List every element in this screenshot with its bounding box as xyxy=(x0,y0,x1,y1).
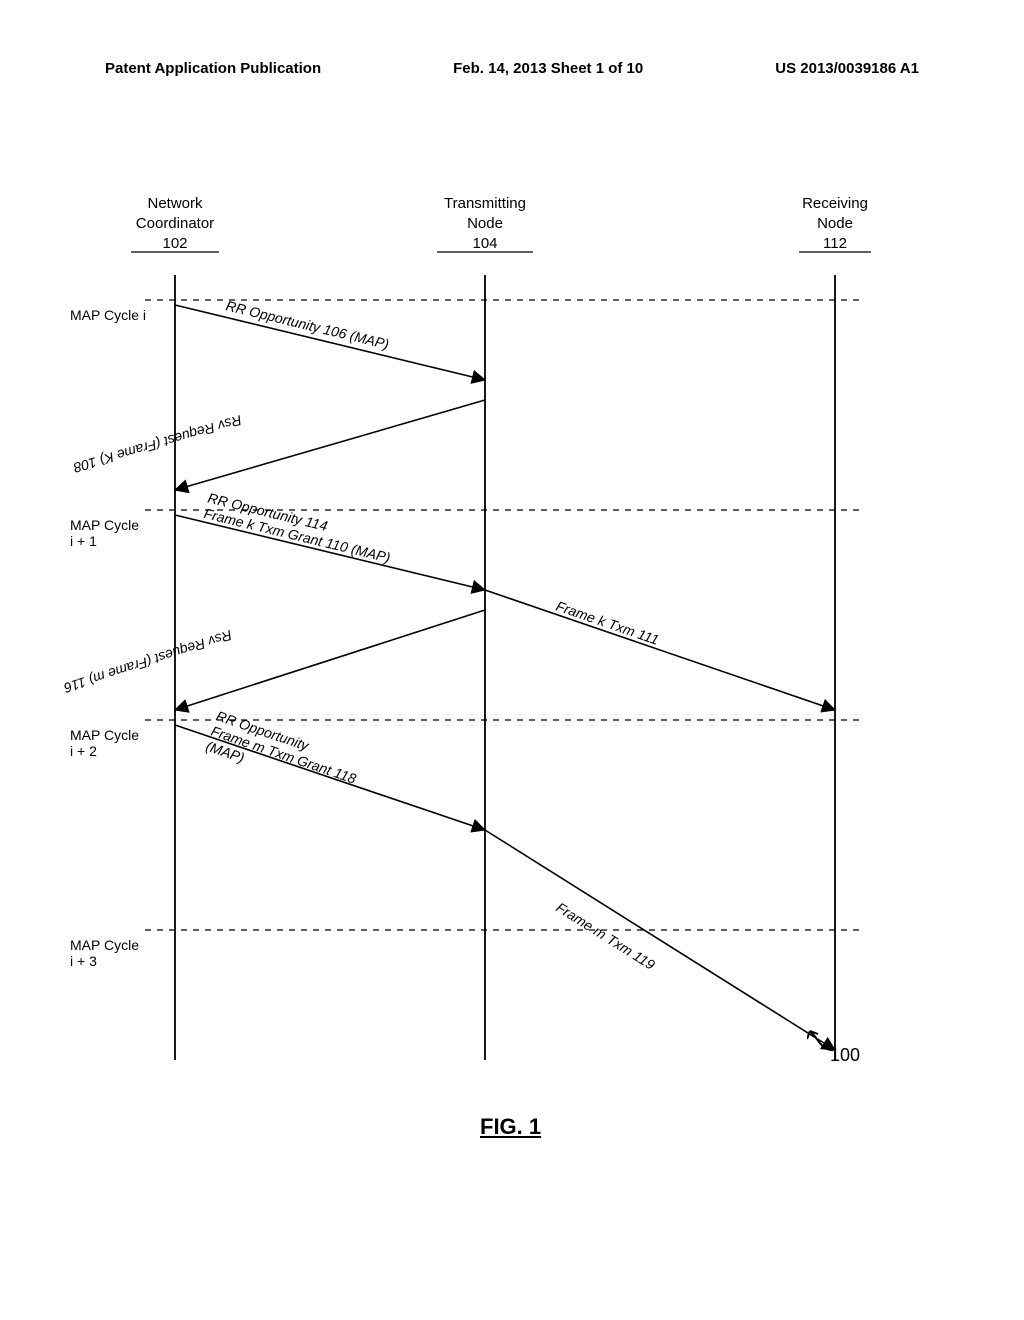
svg-text:Network: Network xyxy=(147,195,203,212)
svg-text:Rsv Request (Frame K) 108: Rsv Request (Frame K) 108 xyxy=(72,412,244,476)
message-arrow xyxy=(175,305,485,380)
header-right: US 2013/0039186 A1 xyxy=(775,60,919,77)
cycle-label: i + 3 xyxy=(70,953,97,969)
cycle-label: i + 2 xyxy=(70,743,97,759)
cycle-label: MAP Cycle xyxy=(70,517,139,533)
message-label: RR Opportunity 106 (MAP) xyxy=(224,297,390,352)
message-label: Frame m Txm 119 xyxy=(553,899,658,973)
svg-text:Rsv Request (Frame m) 116: Rsv Request (Frame m) 116 xyxy=(62,627,234,696)
svg-text:104: 104 xyxy=(472,235,497,252)
actor-nc: Network Coordinator 102 xyxy=(131,195,219,252)
sequence-diagram: Network Coordinator 102 Transmitting Node 104… xyxy=(135,190,865,1110)
svg-text:RR Opportunity 106 (MAP): RR Opportunity 106 (MAP) xyxy=(224,297,390,352)
cycle-label: MAP Cycle xyxy=(70,727,139,743)
figure-label: FIG. 1 xyxy=(480,1114,541,1140)
actor-tx: Transmitting Node 104 xyxy=(437,195,533,252)
message-label: RR OpportunityFrame m Txm Grant 118(MAP) xyxy=(204,708,364,802)
svg-text:Receiving: Receiving xyxy=(802,195,868,212)
svg-text:112: 112 xyxy=(823,235,847,252)
diagram-svg: Network Coordinator 102 Transmitting Node 104… xyxy=(135,190,865,1060)
message-arrow xyxy=(175,515,485,590)
cycle-label: MAP Cycle i xyxy=(70,307,146,323)
message-arrow xyxy=(485,590,835,710)
cycle-label: i + 1 xyxy=(70,533,97,549)
cycle-label: MAP Cycle xyxy=(70,937,139,953)
svg-text:Node: Node xyxy=(467,215,503,232)
page-header: Patent Application Publication Feb. 14, … xyxy=(105,60,919,77)
svg-text:Transmitting: Transmitting xyxy=(444,195,526,212)
actor-rx: Receiving Node 112 xyxy=(799,195,871,252)
message-label: Rsv Request (Frame K) 108 xyxy=(72,412,244,476)
message-arrow xyxy=(485,830,835,1050)
svg-text:Frame m Txm 119: Frame m Txm 119 xyxy=(553,899,658,973)
message-label: Rsv Request (Frame m) 116 xyxy=(62,627,234,696)
svg-text:Coordinator: Coordinator xyxy=(136,215,214,232)
message-arrow xyxy=(175,400,485,490)
header-center: Feb. 14, 2013 Sheet 1 of 10 xyxy=(453,60,643,77)
header-left: Patent Application Publication xyxy=(105,60,321,77)
ref-hook-icon xyxy=(807,1028,837,1056)
message-label: RR Opportunity 114Frame k Txm Grant 110 … xyxy=(202,490,395,566)
svg-text:Frame k Txm 111: Frame k Txm 111 xyxy=(554,598,661,648)
svg-text:102: 102 xyxy=(162,235,187,252)
svg-text:Node: Node xyxy=(817,215,853,232)
message-label: Frame k Txm 111 xyxy=(554,598,661,648)
message-arrow xyxy=(175,610,485,710)
